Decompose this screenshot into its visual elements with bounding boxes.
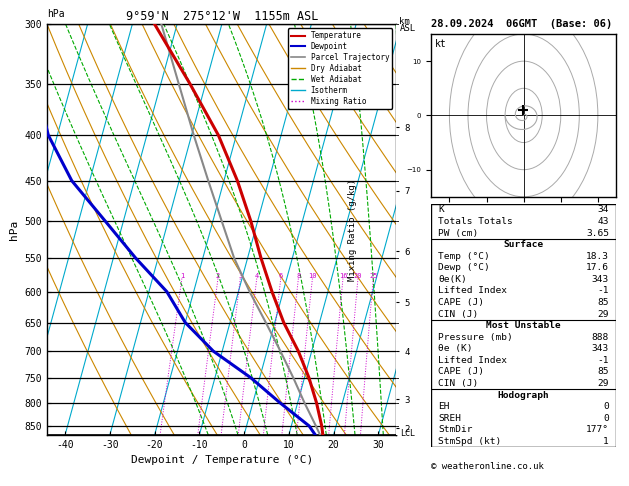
- Text: 16: 16: [339, 273, 347, 278]
- Text: kt: kt: [435, 39, 447, 49]
- Text: -1: -1: [598, 286, 609, 295]
- Text: Totals Totals: Totals Totals: [438, 217, 513, 226]
- Text: 17.6: 17.6: [586, 263, 609, 272]
- Text: 2: 2: [216, 273, 220, 278]
- Text: -1: -1: [598, 356, 609, 365]
- Y-axis label: Mixing Ratio (g/kg): Mixing Ratio (g/kg): [348, 178, 357, 281]
- Text: 34: 34: [598, 206, 609, 214]
- Text: Lifted Index: Lifted Index: [438, 286, 507, 295]
- Text: 29: 29: [598, 379, 609, 388]
- Text: PW (cm): PW (cm): [438, 228, 479, 238]
- X-axis label: Dewpoint / Temperature (°C): Dewpoint / Temperature (°C): [131, 455, 313, 466]
- Text: K: K: [438, 206, 444, 214]
- Text: 25: 25: [369, 273, 377, 278]
- Text: 888: 888: [592, 333, 609, 342]
- Title: 9°59'N  275°12'W  1155m ASL: 9°59'N 275°12'W 1155m ASL: [126, 10, 318, 23]
- Text: 1: 1: [603, 437, 609, 446]
- Text: 10: 10: [308, 273, 316, 278]
- Text: 1: 1: [180, 273, 184, 278]
- Legend: Temperature, Dewpoint, Parcel Trajectory, Dry Adiabat, Wet Adiabat, Isotherm, Mi: Temperature, Dewpoint, Parcel Trajectory…: [288, 28, 392, 109]
- Text: km: km: [399, 17, 410, 26]
- Text: Surface: Surface: [504, 240, 543, 249]
- Text: LCL: LCL: [401, 429, 415, 438]
- Text: 28.09.2024  06GMT  (Base: 06): 28.09.2024 06GMT (Base: 06): [431, 19, 612, 30]
- Text: θe (K): θe (K): [438, 344, 473, 353]
- Y-axis label: hPa: hPa: [9, 220, 19, 240]
- Text: Lifted Index: Lifted Index: [438, 356, 507, 365]
- Text: © weatheronline.co.uk: © weatheronline.co.uk: [431, 462, 543, 471]
- Text: 177°: 177°: [586, 425, 609, 434]
- Text: CIN (J): CIN (J): [438, 310, 479, 318]
- Text: 85: 85: [598, 298, 609, 307]
- Text: 29: 29: [598, 310, 609, 318]
- Text: 3.65: 3.65: [586, 228, 609, 238]
- Text: Temp (°C): Temp (°C): [438, 252, 490, 260]
- Text: 18.3: 18.3: [586, 252, 609, 260]
- Text: EH: EH: [438, 402, 450, 411]
- Text: CAPE (J): CAPE (J): [438, 367, 484, 376]
- Text: Most Unstable: Most Unstable: [486, 321, 561, 330]
- FancyBboxPatch shape: [431, 204, 616, 447]
- Text: 343: 343: [592, 275, 609, 284]
- Text: 43: 43: [598, 217, 609, 226]
- Text: θe(K): θe(K): [438, 275, 467, 284]
- Text: CIN (J): CIN (J): [438, 379, 479, 388]
- Text: 6: 6: [279, 273, 283, 278]
- Text: StmSpd (kt): StmSpd (kt): [438, 437, 501, 446]
- Text: 8: 8: [296, 273, 301, 278]
- Text: 85: 85: [598, 367, 609, 376]
- Text: 343: 343: [592, 344, 609, 353]
- Text: CAPE (J): CAPE (J): [438, 298, 484, 307]
- Text: Pressure (mb): Pressure (mb): [438, 333, 513, 342]
- Text: Hodograph: Hodograph: [498, 391, 550, 399]
- Text: 4: 4: [255, 273, 259, 278]
- Text: SREH: SREH: [438, 414, 461, 423]
- Text: ASL: ASL: [399, 24, 416, 34]
- Text: 20: 20: [353, 273, 362, 278]
- Text: 3: 3: [238, 273, 242, 278]
- Text: hPa: hPa: [47, 9, 65, 19]
- Text: StmDir: StmDir: [438, 425, 473, 434]
- Text: 0: 0: [603, 402, 609, 411]
- Text: 0: 0: [603, 414, 609, 423]
- Text: Dewp (°C): Dewp (°C): [438, 263, 490, 272]
